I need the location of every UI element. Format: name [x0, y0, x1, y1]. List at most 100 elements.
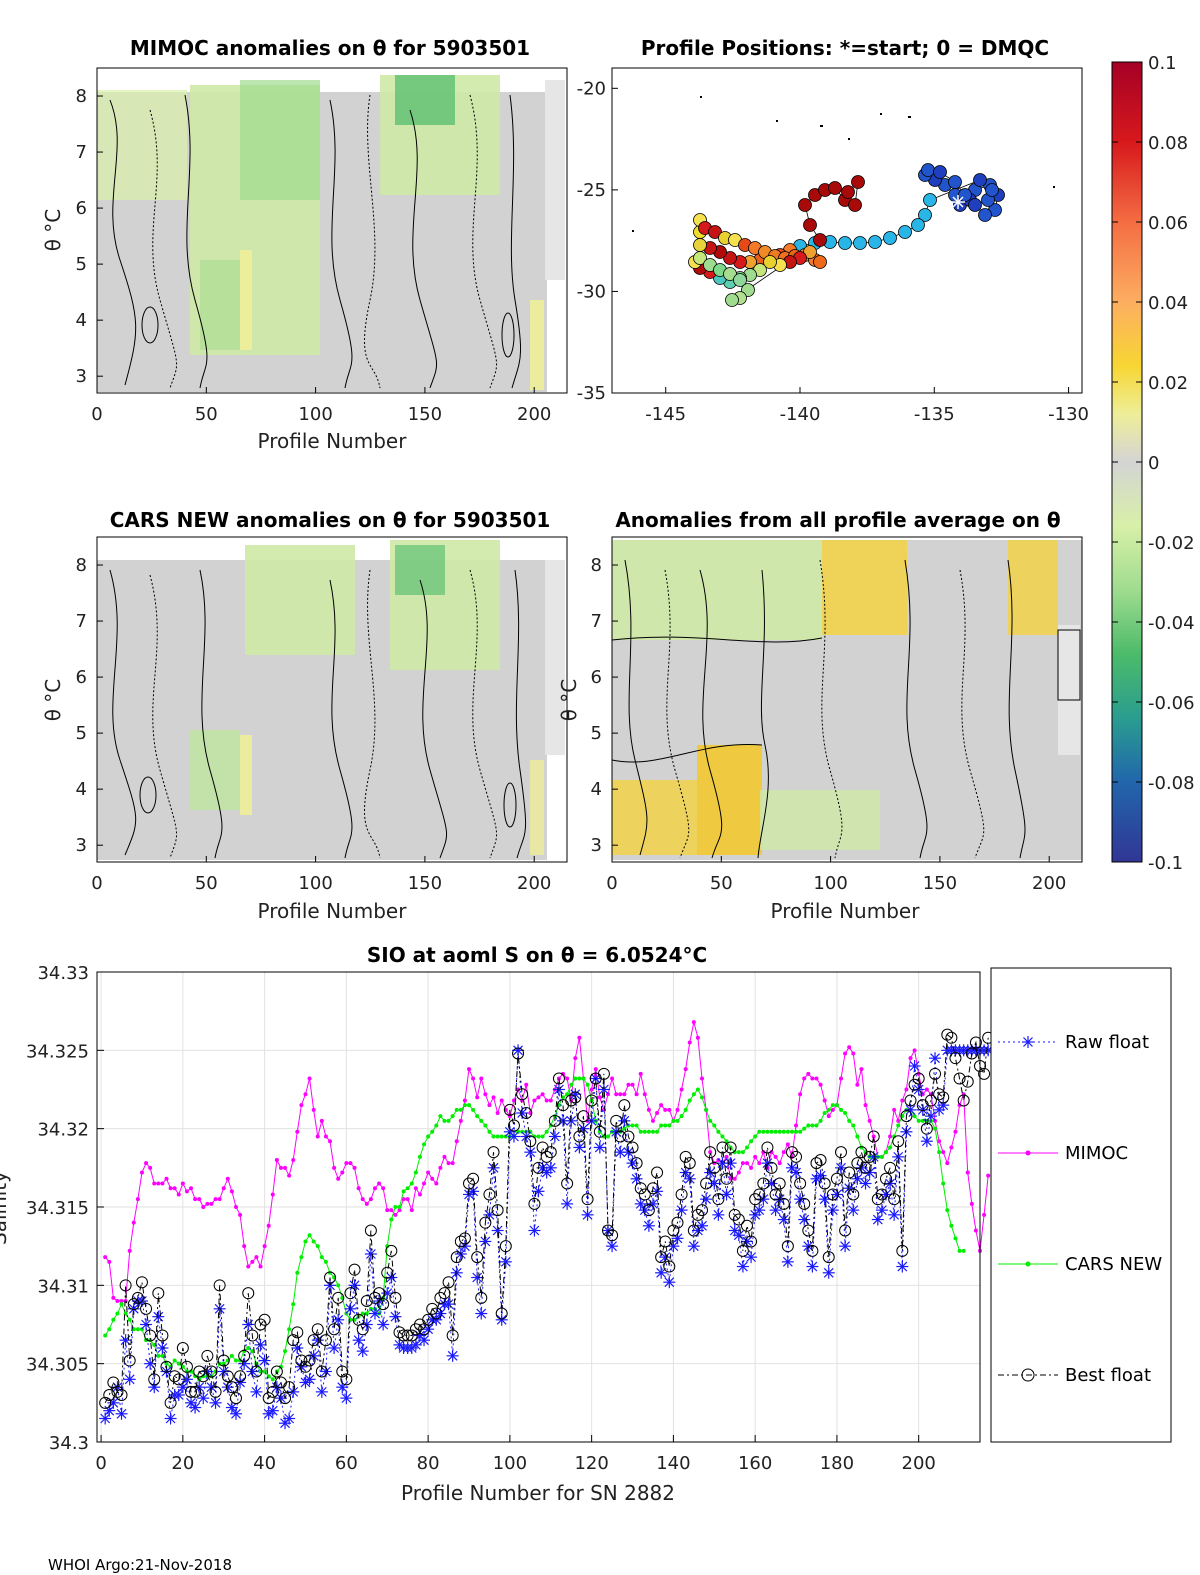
all-profile-anomalies-panel: Anomalies from all profile average on θ … [557, 508, 1083, 923]
x-tick-label: 150 [408, 404, 442, 425]
data-point [924, 1087, 929, 1092]
raw-float-marker [152, 1310, 165, 1323]
x-ticks: 0 50 100 150 200 [91, 856, 551, 894]
raw-float-marker-stroke [210, 1397, 221, 1408]
raw-float-marker-stroke [803, 1241, 814, 1252]
raw-float-marker [687, 1240, 700, 1253]
legend-items: Raw float MIMOC CARS NEW Best float [998, 1032, 1162, 1386]
data-point [700, 1076, 705, 1081]
raw-float-marker [315, 1385, 328, 1398]
data-point [634, 1092, 639, 1097]
raw-float-marker [884, 1177, 897, 1190]
data-point [675, 1107, 680, 1112]
best-float-marker [479, 1216, 492, 1229]
raw-float-marker [250, 1385, 263, 1398]
data-point [577, 1076, 582, 1081]
best-float-marker [978, 1067, 991, 1080]
data-point [736, 1170, 741, 1175]
data-point [839, 1076, 844, 1081]
y-tick-label: 34.32 [37, 1120, 89, 1141]
data-point [381, 1186, 386, 1191]
raw-float-marker [924, 1110, 937, 1123]
raw-float-marker [242, 1318, 255, 1331]
raw-float-marker [606, 1240, 619, 1253]
best-float-marker [324, 1271, 337, 1284]
data-point [278, 1165, 283, 1170]
y-tick-label: 3 [76, 835, 87, 856]
best-float-marker [794, 1177, 807, 1190]
y-tick-label: 4 [76, 779, 87, 800]
data-point [471, 1076, 476, 1081]
data-point [716, 1129, 721, 1134]
data-point [937, 1150, 942, 1155]
y-axis-label: θ °C [41, 209, 65, 252]
data-point [757, 1161, 762, 1166]
data-point [818, 1118, 823, 1123]
best-float-marker [781, 1240, 794, 1253]
series-best-float [99, 1028, 995, 1409]
best-float-marker [328, 1323, 341, 1336]
raw-float-marker-stroke [733, 1230, 744, 1241]
data-point [822, 1098, 827, 1103]
contour-lines [611, 559, 1081, 859]
best-float-marker [205, 1365, 218, 1378]
data-point [283, 1165, 288, 1170]
data-point [467, 1103, 472, 1108]
best-float-marker [140, 1302, 153, 1315]
profile-position-marker [978, 208, 992, 222]
raw-float-marker [364, 1248, 377, 1260]
raw-float-marker-stroke [864, 1167, 875, 1178]
data-point [434, 1181, 439, 1186]
best-float-marker [585, 1094, 598, 1107]
y-axis-label: θ °C [557, 679, 581, 722]
data-point [937, 1139, 942, 1144]
profile-position-marker [883, 231, 897, 245]
raw-float-marker-stroke [492, 1225, 503, 1236]
colorbar-tick-label: 0.1 [1148, 53, 1177, 74]
anomaly-patch [240, 735, 252, 815]
best-float-marker [397, 1329, 410, 1342]
best-float-marker [867, 1130, 880, 1143]
raw-float-marker [266, 1404, 279, 1417]
y-tick-label: 6 [591, 667, 602, 688]
colorbar-tick-label: -0.1 [1148, 853, 1183, 874]
data-point [810, 1123, 815, 1128]
data-point [949, 1145, 954, 1150]
best-float-marker [879, 1172, 892, 1185]
raw-float-marker-stroke [316, 1386, 327, 1397]
raw-float-marker-stroke [746, 1252, 756, 1263]
best-float-marker [499, 1240, 512, 1253]
anomaly-patch [612, 780, 697, 855]
raw-float-marker-stroke [386, 1272, 397, 1283]
best-float-marker [544, 1146, 557, 1159]
data-point [630, 1123, 635, 1128]
data-point [205, 1201, 210, 1206]
data-point [634, 1123, 639, 1128]
x-tick-label: 180 [820, 1453, 854, 1474]
best-float-marker [671, 1216, 684, 1229]
best-float-marker [736, 1244, 749, 1257]
best-float-marker [454, 1235, 467, 1248]
data-point [352, 1165, 357, 1170]
raw-float-marker [679, 1166, 692, 1179]
data-point [450, 1161, 455, 1166]
best-float-marker [634, 1182, 647, 1195]
best-float-marker [516, 1088, 529, 1101]
data-point [642, 1129, 647, 1134]
raw-float-marker-stroke [357, 1346, 368, 1357]
data-point [781, 1129, 786, 1134]
y-ticks: 34.3 34.305 34.31 34.315 34.32 34.325 34.33 [26, 963, 104, 1454]
legend-label: MIMOC [1065, 1143, 1128, 1164]
raw-float-marker-stroke [872, 1214, 883, 1225]
y-tick-label: 8 [76, 86, 87, 107]
profile-position-marker [968, 198, 982, 212]
data-point [900, 1098, 905, 1103]
data-point [438, 1165, 443, 1170]
data-point [708, 1150, 713, 1155]
raw-float-marker-stroke [365, 1249, 376, 1259]
best-float-marker [475, 1291, 488, 1304]
raw-float-marker-stroke [582, 1209, 593, 1220]
data-point [295, 1270, 300, 1275]
raw-float-marker-stroke [623, 1147, 634, 1158]
raw-float-marker-stroke [885, 1178, 895, 1189]
